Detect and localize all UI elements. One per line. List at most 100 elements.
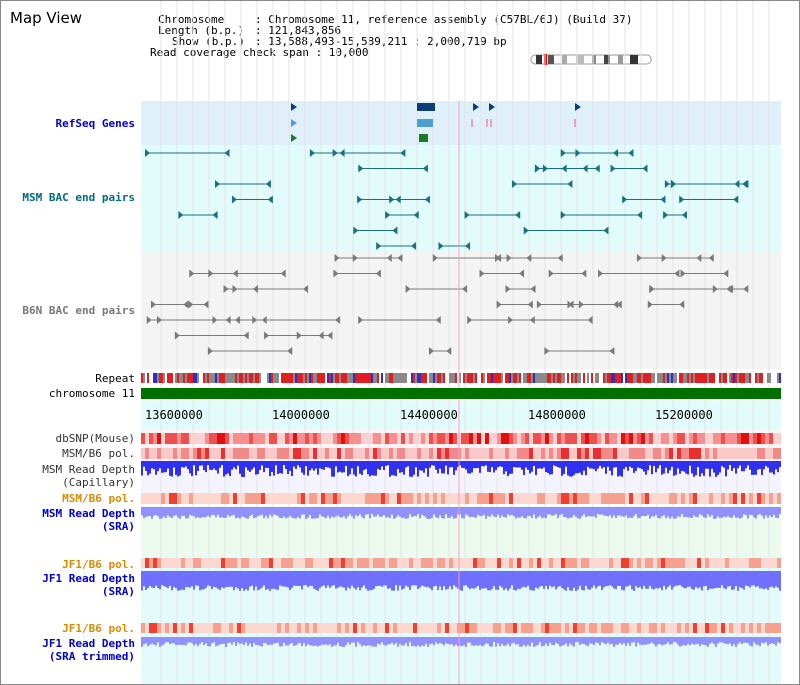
bac-end-marker[interactable] — [728, 285, 734, 293]
bac-end-marker[interactable] — [587, 316, 593, 324]
bac-end-marker[interactable] — [309, 149, 315, 157]
bac-end-marker[interactable] — [358, 164, 364, 173]
bac-end-marker[interactable] — [334, 254, 340, 262]
bac-end-marker[interactable] — [536, 300, 542, 309]
gene-marker[interactable] — [574, 119, 576, 127]
bac-end-marker[interactable] — [392, 226, 398, 235]
bac-end-marker[interactable] — [582, 164, 588, 173]
bac-end-marker[interactable] — [544, 347, 550, 355]
bac-end-marker[interactable] — [203, 300, 209, 309]
bac-end-marker[interactable] — [515, 211, 521, 219]
bac-end-marker[interactable] — [642, 164, 648, 173]
bac-end-marker[interactable] — [581, 269, 587, 278]
bac-end-marker[interactable] — [616, 300, 622, 309]
bac-end-marker[interactable] — [467, 316, 473, 324]
bac-end-marker[interactable] — [723, 269, 729, 278]
bac-end-marker[interactable] — [265, 180, 271, 188]
bac-end-marker[interactable] — [446, 347, 452, 355]
bac-end-marker[interactable] — [358, 316, 364, 324]
bac-end-marker[interactable] — [534, 164, 540, 173]
bac-end-marker[interactable] — [674, 269, 680, 278]
bac-end-marker[interactable] — [637, 211, 643, 219]
bac-end-marker[interactable] — [357, 195, 363, 204]
bac-end-marker[interactable] — [609, 347, 615, 355]
bac-end-marker[interactable] — [287, 347, 293, 355]
bac-end-marker[interactable] — [303, 285, 309, 293]
bac-end-marker[interactable] — [335, 316, 341, 324]
bac-end-marker[interactable] — [252, 316, 258, 324]
bac-end-marker[interactable] — [560, 211, 566, 219]
bac-end-marker[interactable] — [386, 254, 392, 262]
bac-end-marker[interactable] — [145, 149, 151, 157]
bac-end-marker[interactable] — [575, 149, 581, 157]
bac-end-marker[interactable] — [234, 316, 240, 324]
bac-end-marker[interactable] — [424, 195, 430, 204]
bac-end-marker[interactable] — [156, 316, 162, 324]
bac-end-marker[interactable] — [597, 269, 603, 278]
gene-marker[interactable] — [291, 134, 297, 142]
bac-end-marker[interactable] — [622, 195, 628, 204]
bac-end-marker[interactable] — [232, 269, 238, 278]
bac-end-marker[interactable] — [183, 300, 189, 309]
gene-marker[interactable] — [490, 119, 492, 127]
gene-marker[interactable] — [575, 103, 581, 111]
bac-end-marker[interactable] — [243, 331, 249, 340]
bac-end-marker[interactable] — [743, 285, 749, 293]
bac-end-marker[interactable] — [530, 285, 536, 293]
bac-end-marker[interactable] — [212, 211, 218, 219]
bac-end-marker[interactable] — [681, 211, 687, 219]
bac-end-marker[interactable] — [594, 164, 600, 173]
gene-marker[interactable] — [471, 119, 473, 127]
bac-end-marker[interactable] — [523, 226, 529, 235]
bac-end-marker[interactable] — [327, 331, 333, 340]
bac-end-marker[interactable] — [189, 269, 195, 278]
bac-end-marker[interactable] — [636, 254, 642, 262]
bac-end-marker[interactable] — [397, 254, 403, 262]
bac-end-marker[interactable] — [557, 254, 563, 262]
gene-marker[interactable] — [419, 134, 428, 142]
bac-end-marker[interactable] — [267, 195, 273, 204]
bac-end-marker[interactable] — [405, 285, 411, 293]
bac-end-marker[interactable] — [375, 269, 381, 278]
bac-end-marker[interactable] — [679, 300, 685, 309]
bac-end-marker[interactable] — [413, 211, 419, 219]
gene-marker[interactable] — [486, 119, 488, 127]
bac-end-marker[interactable] — [224, 149, 230, 157]
bac-end-marker[interactable] — [663, 211, 669, 219]
bac-end-marker[interactable] — [610, 164, 616, 173]
bac-end-marker[interactable] — [462, 285, 468, 293]
bac-end-marker[interactable] — [400, 149, 406, 157]
gene-marker[interactable] — [291, 103, 297, 111]
bac-end-marker[interactable] — [647, 300, 653, 309]
bac-end-marker[interactable] — [664, 180, 670, 188]
gene-marker[interactable] — [473, 103, 479, 111]
bac-end-marker[interactable] — [432, 254, 438, 262]
bac-end-marker[interactable] — [529, 316, 535, 324]
gene-marker[interactable] — [291, 119, 297, 127]
gene-marker[interactable] — [417, 119, 433, 127]
bac-end-marker[interactable] — [411, 242, 417, 250]
bac-end-marker[interactable] — [660, 195, 666, 204]
bac-end-marker[interactable] — [464, 211, 470, 219]
bac-end-marker[interactable] — [511, 180, 517, 188]
bac-end-marker[interactable] — [560, 149, 566, 157]
refseq-gene-track[interactable] — [291, 103, 581, 142]
bac-end-marker[interactable] — [332, 149, 338, 157]
bac-end-marker[interactable] — [146, 316, 152, 324]
bac-end-marker[interactable] — [649, 285, 655, 293]
b6n-bac-track[interactable] — [146, 254, 749, 355]
bac-end-marker[interactable] — [567, 180, 573, 188]
bac-end-marker[interactable] — [231, 195, 237, 204]
bac-end-marker[interactable] — [318, 331, 324, 340]
bac-end-marker[interactable] — [150, 300, 156, 309]
bac-end-marker[interactable] — [506, 254, 512, 262]
bac-end-marker[interactable] — [519, 269, 525, 278]
bac-end-marker[interactable] — [174, 331, 180, 340]
bac-end-marker[interactable] — [215, 180, 221, 188]
bac-end-marker[interactable] — [389, 195, 395, 204]
bac-end-marker[interactable] — [264, 331, 270, 340]
bac-end-marker[interactable] — [385, 211, 391, 219]
bac-end-marker[interactable] — [223, 285, 229, 293]
bac-end-marker[interactable] — [679, 195, 685, 204]
